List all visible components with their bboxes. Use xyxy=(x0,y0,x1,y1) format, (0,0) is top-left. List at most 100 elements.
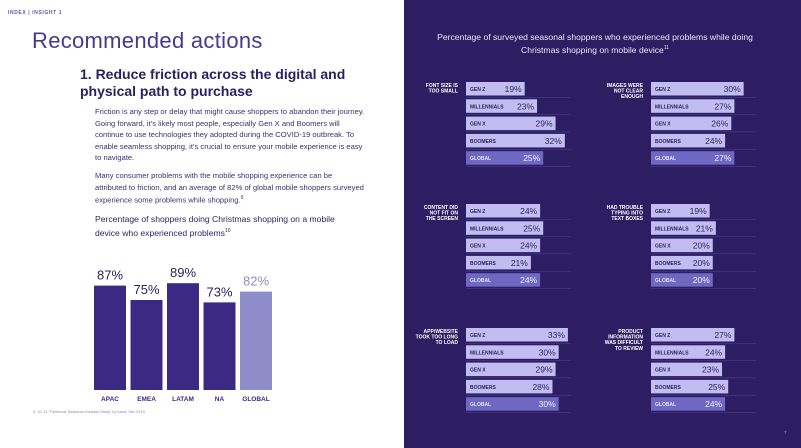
value-label-gen-x: 24% xyxy=(520,241,537,251)
bar-boomers xyxy=(651,255,713,270)
category-label-millennials: MILLENNIALS xyxy=(470,226,504,232)
category-label-gen-z: GEN Z xyxy=(470,209,485,215)
chart-title: PRODUCT INFORMATION WAS DIFFICULT TO REVIEW xyxy=(605,329,644,352)
bar-boomers xyxy=(651,379,729,394)
category-label-boomers: BOOMERS xyxy=(655,139,682,145)
value-label-millennials: 27% xyxy=(714,101,731,111)
bar-gen-x xyxy=(466,116,556,131)
value-label-gen-z: 19% xyxy=(690,206,707,216)
bar-gen-z xyxy=(651,328,735,342)
page-number: 7 xyxy=(784,430,787,435)
region-bar-chart: 87% APAC 75% EMEA 89% LATAM 73% NA 82% GLOBAL xyxy=(94,265,272,403)
value-label-millennials: 21% xyxy=(696,223,713,233)
bar-global xyxy=(466,273,541,287)
chart-title: IMAGES WERE NOT CLEAR ENOUGH xyxy=(607,83,644,100)
category-label-boomers: BOOMERS xyxy=(470,139,497,145)
category-label-latam: LATAM xyxy=(172,396,194,403)
footnote: 9, 10, 11 "Facebook Seasonal Holidays St… xyxy=(33,410,146,414)
bar-gen-z xyxy=(466,328,568,342)
page-title: Recommended actions xyxy=(32,28,263,53)
section-heading: 1. Reduce friction across the digital an… xyxy=(80,66,346,99)
bar-global xyxy=(240,291,272,390)
breadcrumb: INDEX | INSIGHT 1 xyxy=(8,10,63,16)
category-label-global: GLOBAL xyxy=(655,402,676,408)
bar-millennials xyxy=(466,99,538,113)
value-label-global: 82% xyxy=(243,274,269,289)
paragraph-problems: Many consumer problems with the mobile s… xyxy=(95,170,365,206)
value-label-emea: 75% xyxy=(133,282,159,297)
value-label-gen-x: 20% xyxy=(693,241,710,251)
bar-gen-x xyxy=(466,238,541,253)
problem-chart-content-did-not-fit-on-the-screen: CONTENT DID NOT FIT ON THE SCREEN GEN Z 24% M… xyxy=(424,204,571,289)
chart-title: CONTENT DID NOT FIT ON THE SCREEN xyxy=(424,205,459,222)
value-label-millennials: 25% xyxy=(523,223,540,233)
left-panel: INDEX | INSIGHT 1 Recommended actions 1.… xyxy=(8,10,365,414)
category-label-gen-z: GEN Z xyxy=(655,87,670,93)
category-label-emea: EMEA xyxy=(137,396,156,403)
bar-gen-z xyxy=(651,82,744,96)
category-label-boomers: BOOMERS xyxy=(470,385,497,391)
problem-chart-font-size-is-too-small: FONT SIZE IS TOO SMALL GEN Z 19% MILLENNIALS… xyxy=(426,82,571,167)
chart-title: FONT SIZE IS TOO SMALL xyxy=(426,83,459,95)
value-label-boomers: 32% xyxy=(545,136,562,146)
value-label-millennials: 24% xyxy=(705,347,722,357)
category-label-global: GLOBAL xyxy=(470,156,491,162)
category-label-global: GLOBAL xyxy=(655,156,676,162)
category-label-millennials: MILLENNIALS xyxy=(655,104,689,110)
bar-boomers xyxy=(466,133,565,148)
bar-global xyxy=(651,397,726,411)
bar-emea xyxy=(130,300,163,390)
value-label-global: 27% xyxy=(714,153,731,163)
category-label-gen-x: GEN X xyxy=(655,244,671,250)
value-label-global: 25% xyxy=(523,153,540,163)
bar-gen-z xyxy=(466,204,541,218)
bar-apac xyxy=(94,285,126,390)
problem-chart-images-were-not-clear-enough: IMAGES WERE NOT CLEAR ENOUGH GEN Z 30% MILLEN… xyxy=(607,82,756,167)
problem-chart-product-information-was-difficult-to-review: PRODUCT INFORMATION WAS DIFFICULT TO REVIEW… xyxy=(605,328,756,413)
bar-boomers xyxy=(466,379,553,394)
category-label-millennials: MILLENNIALS xyxy=(655,226,689,232)
value-label-boomers: 21% xyxy=(511,258,528,268)
problems-chart-title: Percentage of surveyed seasonal shoppers… xyxy=(420,32,770,56)
category-label-gen-x: GEN X xyxy=(655,368,671,374)
bar-global xyxy=(651,151,735,165)
value-label-gen-z: 19% xyxy=(505,84,522,94)
chart-title: APP/WEBSITE TOOK TOO LONG TO LOAD xyxy=(416,329,459,346)
value-label-boomers: 20% xyxy=(693,258,710,268)
value-label-boomers: 28% xyxy=(532,382,549,392)
paragraph-friction: Friction is any step or delay that might… xyxy=(95,107,365,162)
bar-global xyxy=(466,397,559,411)
bar-latam xyxy=(167,283,199,390)
value-label-global: 30% xyxy=(539,399,556,409)
value-label-gen-z: 24% xyxy=(520,206,537,216)
region-chart-subtitle: Percentage of shoppers doing Christmas s… xyxy=(95,214,335,239)
bar-na xyxy=(203,302,236,390)
value-label-boomers: 24% xyxy=(705,136,722,146)
bar-millennials xyxy=(651,99,735,113)
value-label-gen-x: 23% xyxy=(702,365,719,375)
category-label-global: GLOBAL xyxy=(242,396,269,403)
bar-boomers xyxy=(651,133,726,148)
category-label-gen-x: GEN X xyxy=(470,244,486,250)
paragraph-problems-text: Many consumer problems with the mobile s… xyxy=(95,171,364,205)
category-label-gen-z: GEN Z xyxy=(470,333,485,339)
bar-boomers xyxy=(466,255,531,270)
bar-millennials xyxy=(466,221,544,235)
category-label-boomers: BOOMERS xyxy=(655,385,682,391)
problem-chart-app-website-took-too-long-to-load: APP/WEBSITE TOOK TOO LONG TO LOAD GEN Z 33% M… xyxy=(416,328,571,413)
footnote-ref-10: 10 xyxy=(224,227,231,234)
category-label-gen-z: GEN Z xyxy=(655,209,670,215)
category-label-apac: APAC xyxy=(101,396,119,403)
category-label-boomers: BOOMERS xyxy=(655,261,682,267)
bar-global xyxy=(466,151,544,165)
problem-chart-had-trouble-typing-into-text-boxes: HAD TROUBLE TYPING INTO TEXT BOXES GEN Z 19%… xyxy=(607,204,756,289)
category-label-global: GLOBAL xyxy=(470,278,491,284)
footnote-ref-9: 9 xyxy=(240,195,244,201)
value-label-apac: 87% xyxy=(97,268,123,283)
value-label-latam: 89% xyxy=(170,265,196,280)
value-label-millennials: 30% xyxy=(539,347,556,357)
value-label-millennials: 23% xyxy=(517,101,534,111)
bar-gen-x xyxy=(466,362,556,377)
value-label-na: 73% xyxy=(206,284,232,299)
value-label-global: 24% xyxy=(520,275,537,285)
